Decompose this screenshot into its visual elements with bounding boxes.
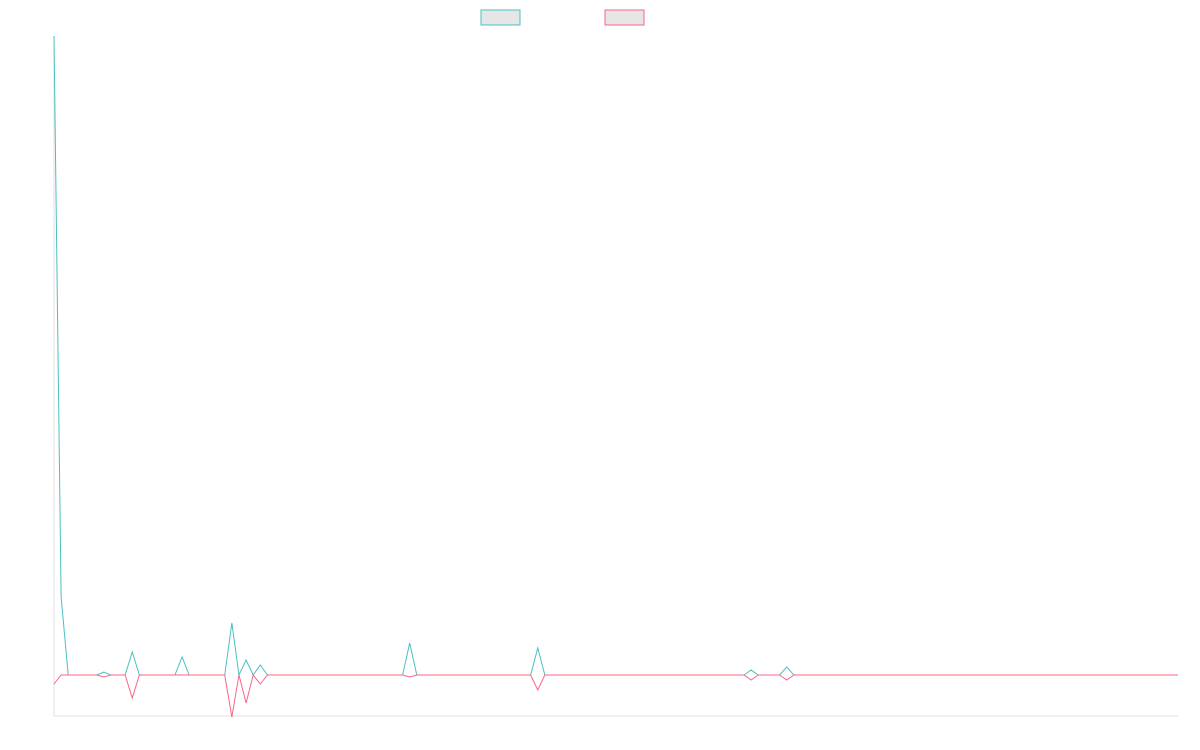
series-line xyxy=(53,673,1178,718)
legend-swatch xyxy=(480,9,521,26)
legend-swatch xyxy=(604,9,645,26)
series-line xyxy=(53,35,1178,677)
